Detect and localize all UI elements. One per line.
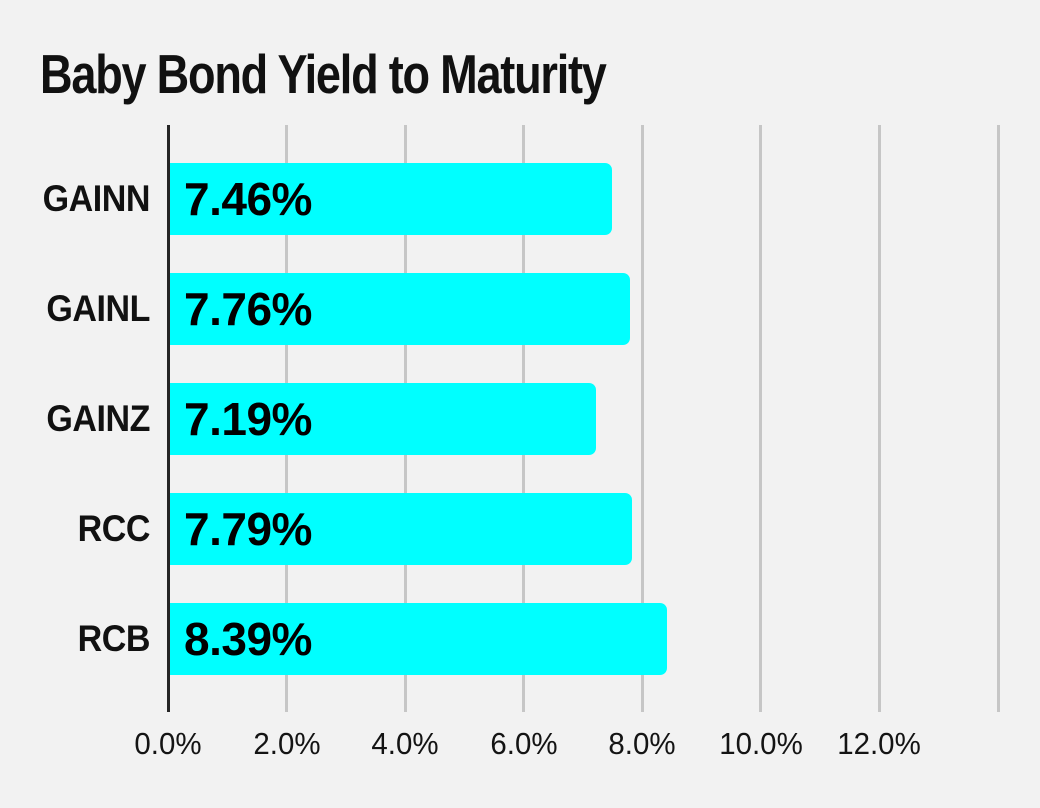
x-tick-label: 8.0%	[608, 726, 676, 761]
bar-value-label: 7.76%	[184, 283, 312, 335]
chart-title: Baby Bond Yield to Maturity	[40, 43, 607, 105]
bar-gainn: 7.46%	[170, 163, 613, 235]
bar-rcb: 8.39%	[170, 603, 668, 675]
x-tick-label: 6.0%	[490, 726, 558, 761]
bar-value-label: 7.46%	[184, 173, 312, 225]
plot-area: 7.46% 7.76% 7.19% 7.79% 8.39%	[167, 125, 1000, 712]
bar-value-label: 7.19%	[184, 393, 312, 445]
x-tick-label: 0.0%	[134, 726, 202, 761]
gridline	[877, 125, 881, 712]
bar-gainz: 7.19%	[170, 383, 597, 455]
x-tick-label: 12.0%	[837, 726, 922, 761]
x-tick-label: 10.0%	[719, 726, 803, 761]
y-axis-line	[167, 125, 170, 712]
category-label-gainz: GAINZ	[46, 398, 150, 439]
bar-rcc: 7.79%	[170, 493, 632, 565]
category-label-gainn: GAINN	[42, 178, 151, 219]
category-label-gainl: GAINL	[46, 288, 150, 329]
gridline	[640, 125, 644, 712]
category-label-rcb: RCB	[77, 618, 151, 659]
category-label-rcc: RCC	[77, 508, 151, 549]
gridline	[759, 125, 763, 712]
x-tick-label: 2.0%	[252, 726, 321, 761]
bar-value-label: 7.79%	[184, 503, 312, 555]
bar-value-label: 8.39%	[184, 613, 312, 665]
x-tick-label: 4.0%	[371, 726, 439, 761]
gridline	[996, 125, 1000, 712]
bar-gainl: 7.76%	[170, 273, 631, 345]
